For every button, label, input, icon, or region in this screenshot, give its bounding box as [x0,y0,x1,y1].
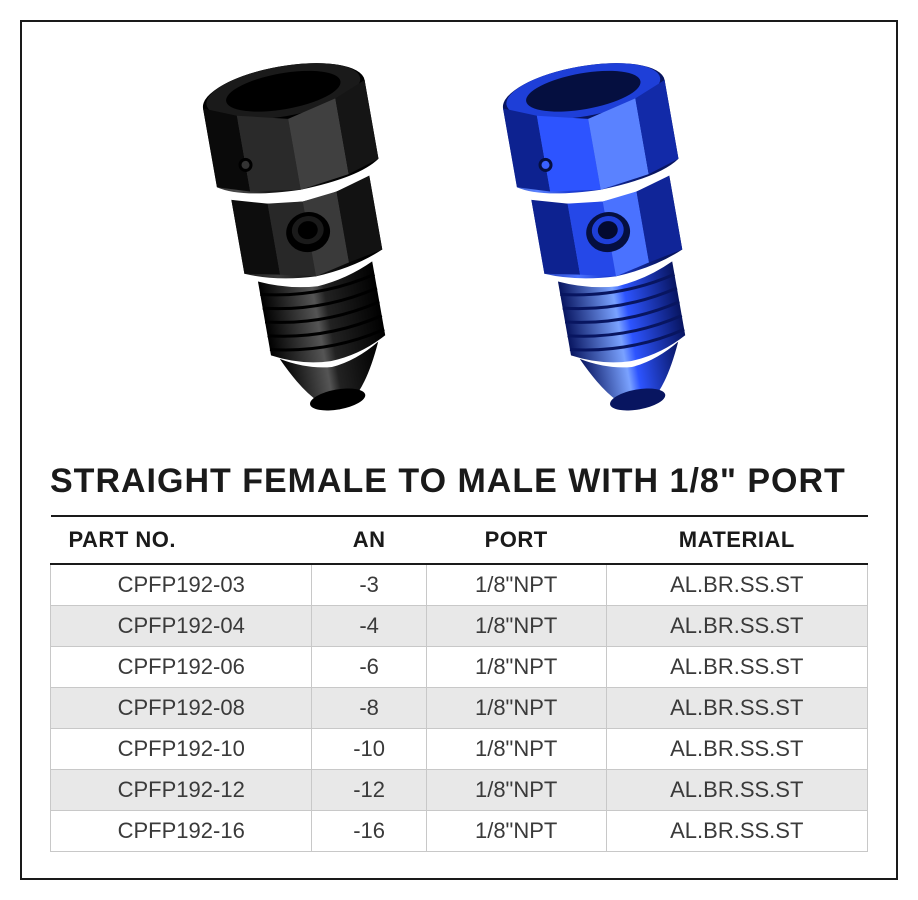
cell-partno: CPFP192-16 [51,811,312,852]
table-row: CPFP192-08 -8 1/8"NPT AL.BR.SS.ST [51,688,868,729]
table-row: CPFP192-10 -10 1/8"NPT AL.BR.SS.ST [51,729,868,770]
cell-material: AL.BR.SS.ST [606,811,867,852]
cell-partno: CPFP192-12 [51,770,312,811]
product-title: STRAIGHT FEMALE TO MALE WITH 1/8" PORT [22,452,896,515]
cell-partno: CPFP192-04 [51,606,312,647]
table-row: CPFP192-12 -12 1/8"NPT AL.BR.SS.ST [51,770,868,811]
cell-an: -10 [312,729,426,770]
cell-port: 1/8"NPT [426,647,606,688]
product-fitting-blue [489,47,729,427]
col-header-an: AN [312,516,426,564]
col-header-material: MATERIAL [606,516,867,564]
cell-port: 1/8"NPT [426,688,606,729]
cell-port: 1/8"NPT [426,770,606,811]
cell-material: AL.BR.SS.ST [606,770,867,811]
table-row: CPFP192-06 -6 1/8"NPT AL.BR.SS.ST [51,647,868,688]
cell-material: AL.BR.SS.ST [606,564,867,606]
table-header-row: PART NO. AN PORT MATERIAL [51,516,868,564]
cell-material: AL.BR.SS.ST [606,647,867,688]
cell-an: -16 [312,811,426,852]
cell-material: AL.BR.SS.ST [606,729,867,770]
cell-port: 1/8"NPT [426,811,606,852]
cell-partno: CPFP192-03 [51,564,312,606]
cell-an: -4 [312,606,426,647]
cell-partno: CPFP192-06 [51,647,312,688]
cell-partno: CPFP192-08 [51,688,312,729]
spec-table-container: PART NO. AN PORT MATERIAL CPFP192-03 -3 … [22,515,896,878]
cell-material: AL.BR.SS.ST [606,606,867,647]
product-fitting-black [189,47,429,427]
cell-port: 1/8"NPT [426,606,606,647]
cell-partno: CPFP192-10 [51,729,312,770]
cell-port: 1/8"NPT [426,729,606,770]
col-header-partno: PART NO. [51,516,312,564]
cell-an: -12 [312,770,426,811]
table-body: CPFP192-03 -3 1/8"NPT AL.BR.SS.ST CPFP19… [51,564,868,852]
spec-table: PART NO. AN PORT MATERIAL CPFP192-03 -3 … [50,515,868,852]
cell-an: -6 [312,647,426,688]
cell-an: -8 [312,688,426,729]
table-row: CPFP192-16 -16 1/8"NPT AL.BR.SS.ST [51,811,868,852]
cell-material: AL.BR.SS.ST [606,688,867,729]
page-frame: STRAIGHT FEMALE TO MALE WITH 1/8" PORT P… [20,20,898,880]
product-image-area [22,22,896,452]
cell-port: 1/8"NPT [426,564,606,606]
table-row: CPFP192-03 -3 1/8"NPT AL.BR.SS.ST [51,564,868,606]
table-row: CPFP192-04 -4 1/8"NPT AL.BR.SS.ST [51,606,868,647]
col-header-port: PORT [426,516,606,564]
cell-an: -3 [312,564,426,606]
